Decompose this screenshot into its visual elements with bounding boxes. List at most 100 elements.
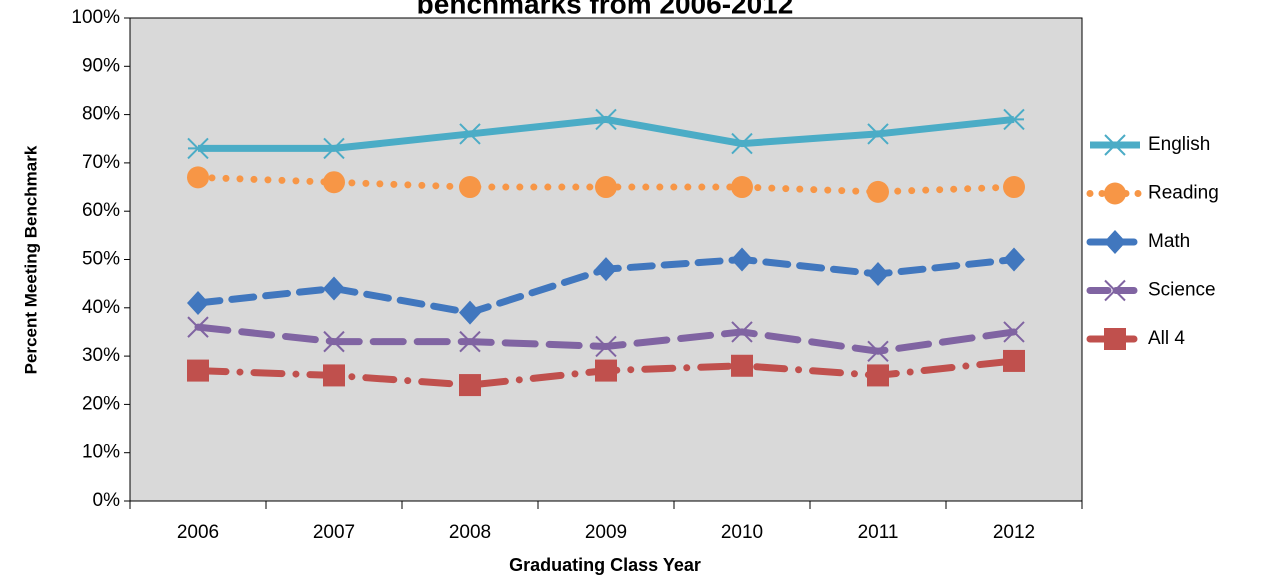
x-tick-label: 2011 — [858, 522, 899, 543]
marker — [867, 364, 889, 387]
x-tick-label: 2010 — [721, 522, 763, 543]
marker — [1003, 247, 1025, 272]
marker-shape — [459, 374, 481, 397]
y-tick-label: 80% — [82, 104, 120, 125]
marker — [1104, 279, 1126, 302]
marker-shape — [323, 330, 345, 353]
legend-label: Math — [1148, 231, 1190, 252]
marker-shape — [323, 137, 345, 160]
y-tick-label: 40% — [82, 297, 120, 318]
marker — [867, 340, 889, 362]
legend-label: Science — [1148, 280, 1216, 301]
marker — [187, 290, 209, 315]
marker — [1104, 134, 1126, 156]
marker — [459, 123, 481, 145]
marker-shape — [1003, 247, 1025, 272]
y-axis-title: Percent Meeting Benchmark — [21, 145, 40, 374]
marker-shape — [867, 364, 889, 387]
marker — [595, 335, 617, 358]
marker — [187, 137, 209, 160]
marker-shape — [187, 290, 209, 315]
marker-shape — [595, 176, 617, 199]
marker-shape — [1104, 328, 1126, 350]
marker-shape — [1003, 108, 1025, 131]
marker — [323, 171, 345, 194]
marker-shape — [731, 132, 753, 155]
marker-shape — [595, 108, 617, 131]
marker — [731, 354, 753, 377]
marker-shape — [187, 316, 209, 338]
x-tick-label: 2006 — [177, 522, 219, 543]
marker — [1003, 176, 1025, 199]
y-tick-label: 100% — [71, 7, 120, 28]
marker — [323, 330, 345, 353]
marker — [459, 374, 481, 397]
chart-title: benchmarks from 2006-2012 — [417, 0, 794, 19]
marker-shape — [595, 257, 617, 282]
marker-shape — [731, 354, 753, 377]
marker — [459, 176, 481, 199]
marker-shape — [1003, 321, 1025, 343]
x-tick-label: 2012 — [993, 522, 1035, 543]
marker-shape — [459, 300, 481, 325]
marker-shape — [731, 176, 753, 199]
x-tick-label: 2007 — [313, 522, 355, 543]
y-tick-label: 70% — [82, 152, 120, 173]
marker — [323, 137, 345, 160]
marker-shape — [1003, 176, 1025, 199]
marker-shape — [1104, 134, 1126, 156]
marker-shape — [459, 330, 481, 353]
y-tick-label: 0% — [93, 490, 121, 511]
marker — [1003, 108, 1025, 131]
y-tick-label: 30% — [82, 345, 120, 366]
marker-shape — [731, 321, 753, 343]
y-tick-label: 20% — [82, 393, 120, 414]
marker — [731, 132, 753, 155]
marker — [595, 176, 617, 199]
marker — [595, 257, 617, 282]
marker-shape — [595, 335, 617, 358]
marker-shape — [187, 166, 209, 189]
marker-shape — [323, 276, 345, 301]
marker — [187, 166, 209, 189]
marker — [595, 359, 617, 382]
y-tick-label: 50% — [82, 249, 120, 270]
marker — [1003, 321, 1025, 343]
marker — [1003, 349, 1025, 372]
marker-shape — [459, 176, 481, 199]
legend-label: English — [1148, 134, 1210, 155]
marker — [323, 276, 345, 301]
marker — [595, 108, 617, 131]
marker — [1104, 182, 1126, 205]
marker-shape — [867, 340, 889, 362]
marker — [731, 176, 753, 199]
y-tick-label: 90% — [82, 55, 120, 76]
y-tick-label: 10% — [82, 442, 120, 463]
marker-shape — [731, 247, 753, 272]
marker-shape — [867, 261, 889, 286]
marker — [459, 300, 481, 325]
marker — [731, 321, 753, 343]
x-tick-label: 2009 — [585, 522, 627, 543]
legend-label: Reading — [1148, 183, 1219, 204]
marker-shape — [1104, 182, 1126, 205]
marker-shape — [323, 364, 345, 387]
marker — [459, 330, 481, 353]
marker — [867, 123, 889, 145]
y-tick-label: 60% — [82, 200, 120, 221]
marker — [731, 247, 753, 272]
marker-shape — [187, 137, 209, 160]
marker — [867, 180, 889, 203]
marker — [187, 359, 209, 382]
marker-shape — [323, 171, 345, 194]
x-axis-title: Graduating Class Year — [509, 555, 701, 575]
legend-label: All 4 — [1148, 328, 1185, 349]
marker-shape — [867, 123, 889, 145]
marker-shape — [595, 359, 617, 382]
marker — [1104, 230, 1126, 254]
marker-shape — [187, 359, 209, 382]
marker — [187, 316, 209, 338]
marker — [867, 261, 889, 286]
marker — [323, 364, 345, 387]
